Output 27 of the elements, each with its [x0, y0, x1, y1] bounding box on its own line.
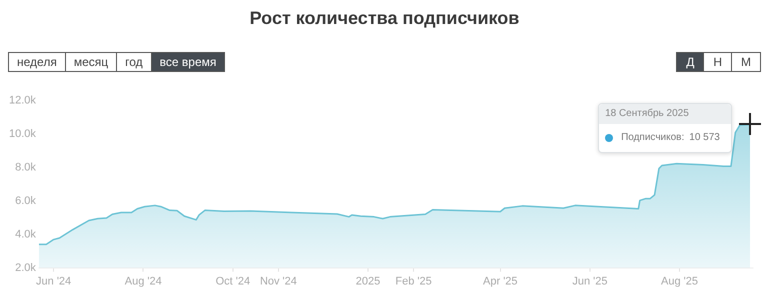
x-tick-label: 2025: [356, 275, 380, 288]
y-tick-label: 8.0k: [15, 162, 36, 174]
text: все время: [152, 52, 226, 72]
annotation: 10 573: [689, 132, 720, 144]
y-tick-label: 2.0k: [15, 262, 36, 274]
y-tick-label: 6.0k: [15, 194, 36, 207]
text: Н: [704, 52, 732, 72]
x-tick-label: Jun '25: [572, 275, 608, 288]
text: М: [732, 52, 761, 72]
x-tick-label: Jun '24: [36, 275, 72, 288]
tooltip: 18 Сентябрь 2025 Подписчиков: 10 573: [598, 102, 732, 153]
x-tick-label: Apr '25: [483, 275, 518, 288]
x-tick-label: Oct '24: [216, 275, 250, 288]
x-tick-label: Nov '24: [260, 275, 297, 288]
text: месяц: [66, 52, 118, 72]
y-tick-label: 12.0k: [8, 94, 36, 107]
x-tick-label: Aug '24: [124, 275, 162, 288]
annotation: 18 Сентябрь 2025: [599, 104, 732, 124]
text: год: [117, 52, 152, 72]
text: неделя: [8, 52, 66, 72]
y-tick-label: 10.0k: [8, 128, 36, 140]
x-tick-label: Aug '25: [661, 275, 698, 288]
text: Д: [676, 52, 704, 72]
y-tick-label: 4.0k: [15, 228, 36, 240]
legend-label: Подписчиков:: [621, 132, 684, 144]
x-tick-label: Feb '25: [395, 275, 432, 288]
chart-title: Рост количества подписчиков: [248, 8, 520, 29]
